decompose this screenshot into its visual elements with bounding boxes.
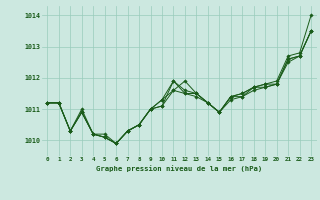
X-axis label: Graphe pression niveau de la mer (hPa): Graphe pression niveau de la mer (hPa) bbox=[96, 165, 262, 172]
